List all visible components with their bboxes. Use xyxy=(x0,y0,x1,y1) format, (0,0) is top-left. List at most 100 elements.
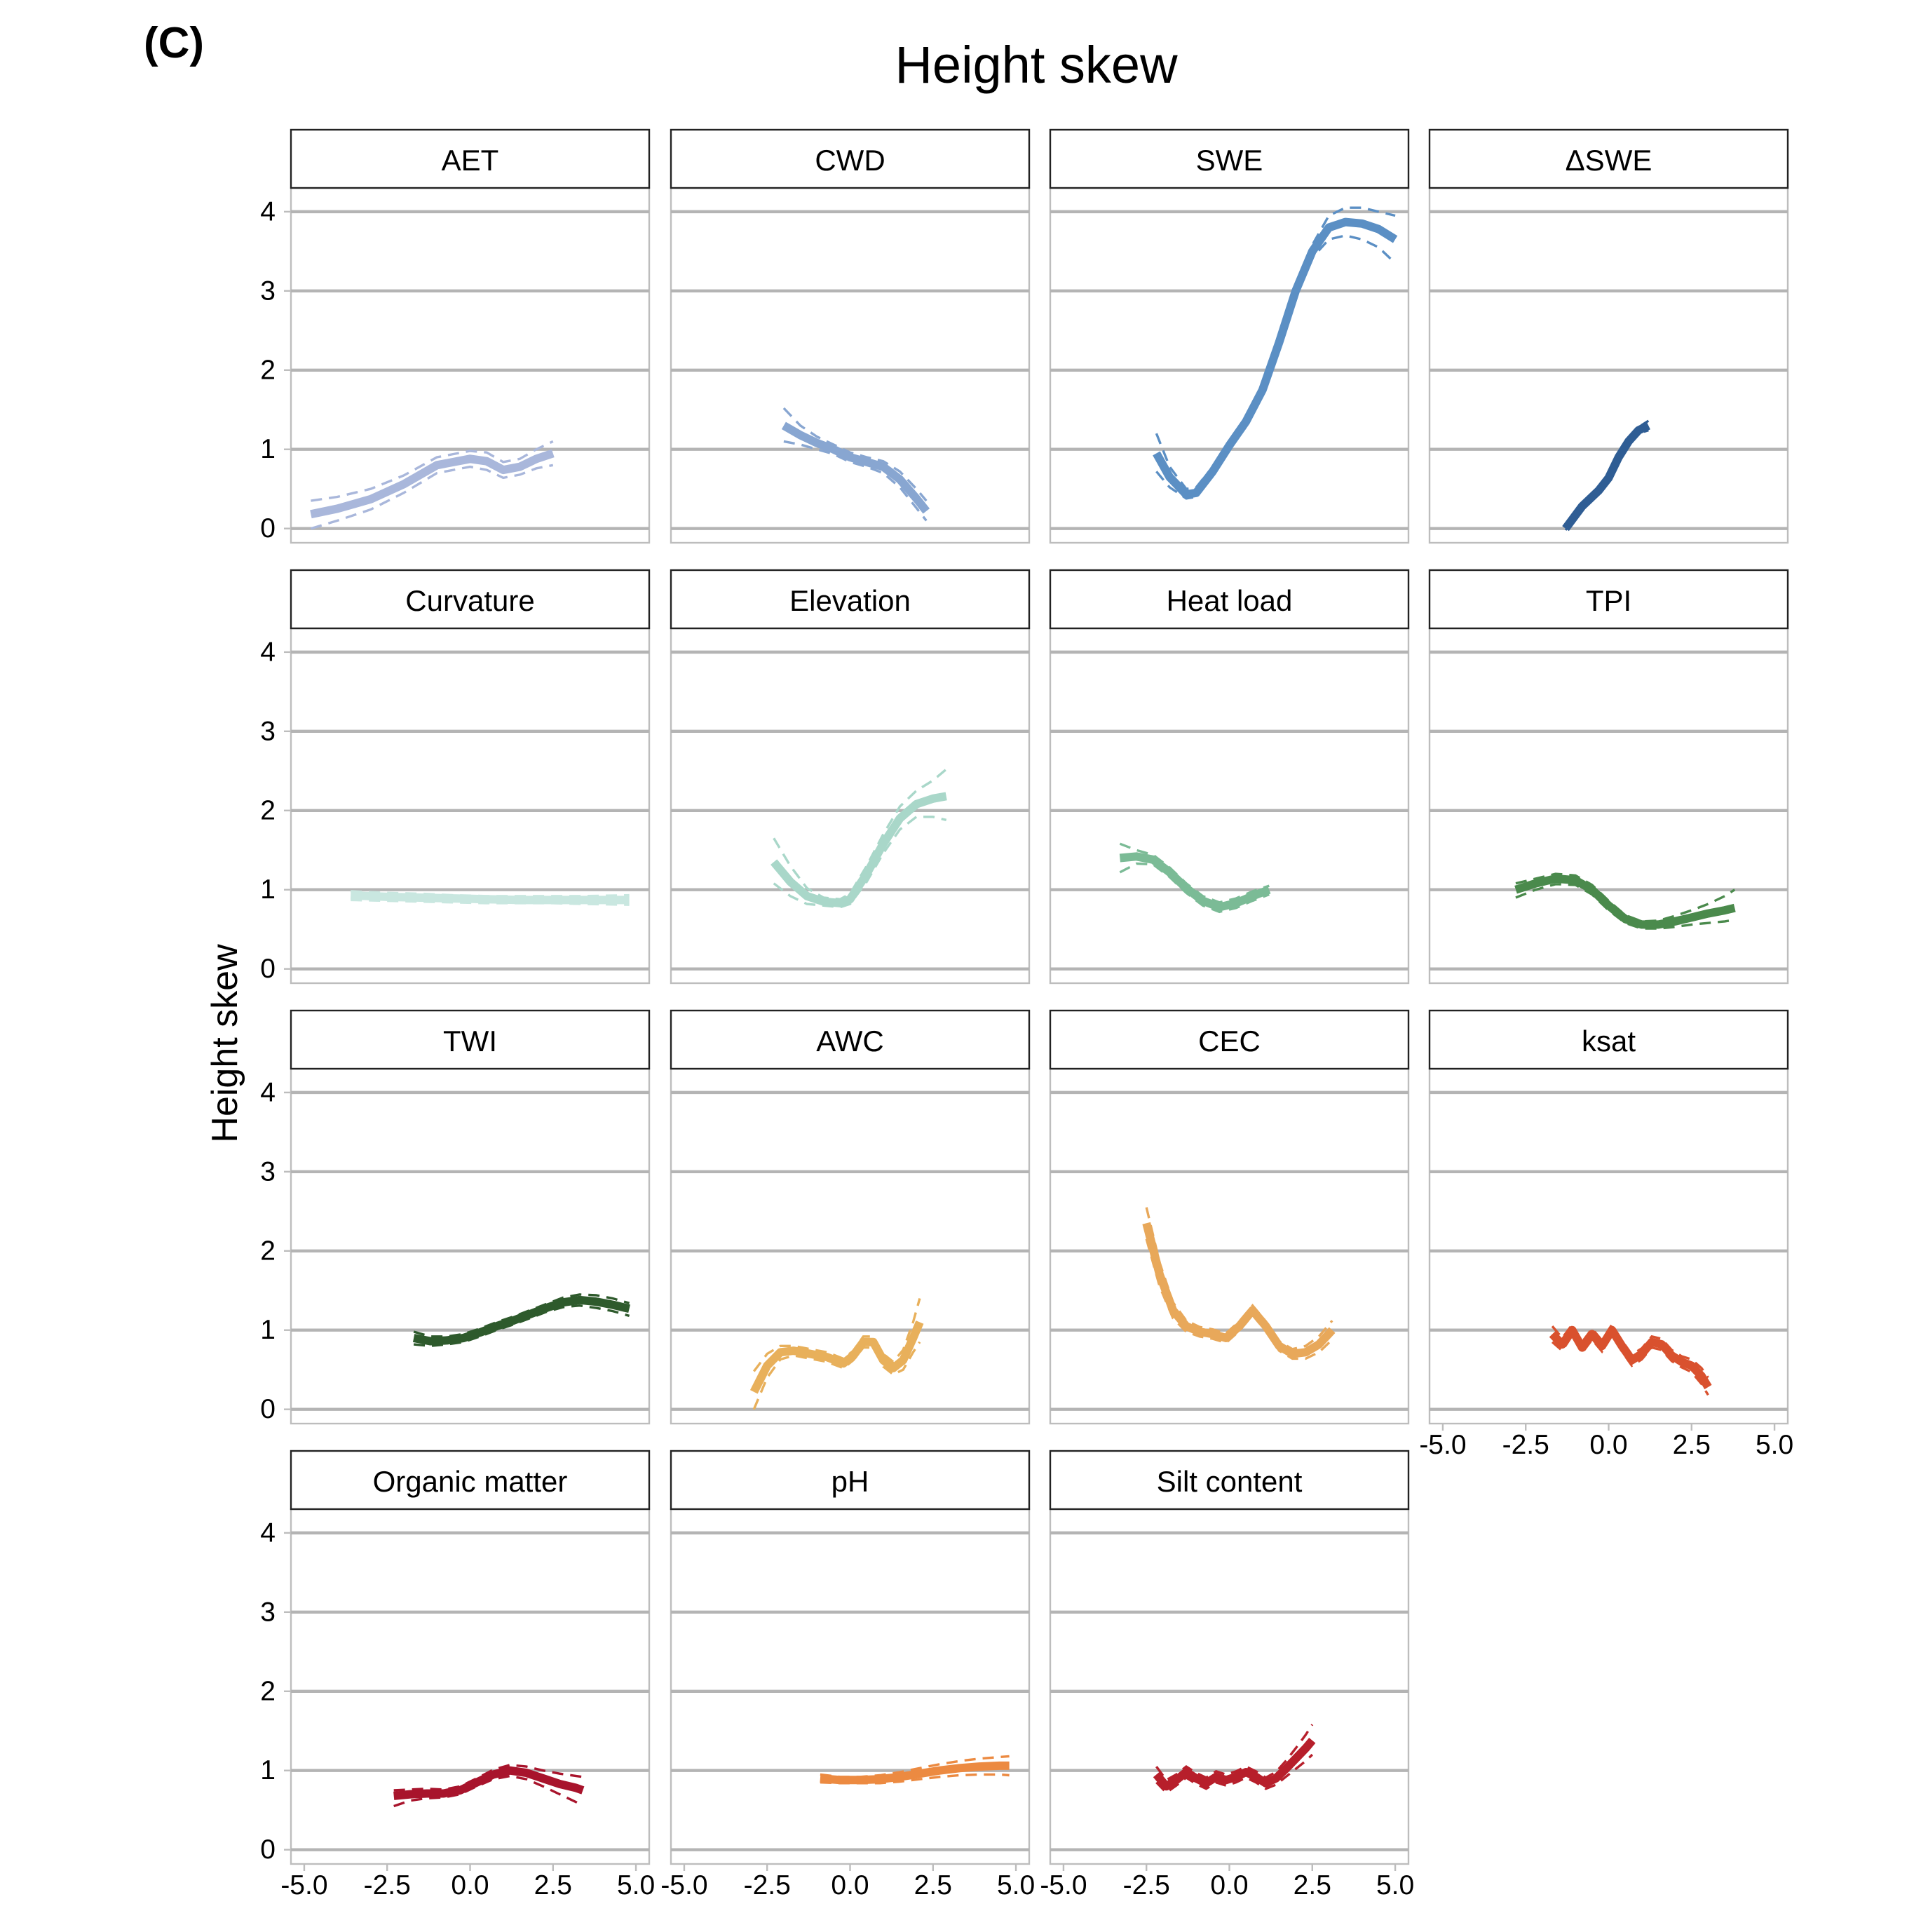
y-tick-label: 1 xyxy=(260,1315,276,1345)
strip-label: ΔSWE xyxy=(1566,144,1652,177)
fit-line-aet xyxy=(310,449,555,519)
y-tick-label: 0 xyxy=(260,513,276,543)
strip-label: Organic matter xyxy=(373,1465,568,1498)
panel-silt-content: Silt content -5.0 -2.5 0.0 2.5 5.0 xyxy=(1040,1450,1414,1900)
y-tick-label: 4 xyxy=(260,637,276,667)
panel-elevation: Elevation xyxy=(670,569,1031,985)
plot-area xyxy=(670,187,1031,544)
strip-header xyxy=(670,569,1031,630)
fit-line-swe xyxy=(1562,421,1650,532)
strip-label: Elevation xyxy=(789,584,911,617)
panel-heat-load: Heat load xyxy=(1049,569,1410,985)
strip-label: Curvature xyxy=(405,584,534,617)
y-tick-label: 2 xyxy=(260,795,276,825)
strip-label: AET xyxy=(442,144,499,177)
x-tick-label: -2.5 xyxy=(744,1870,791,1900)
ci-lower-line xyxy=(783,440,928,522)
y-tick-label: 1 xyxy=(260,874,276,905)
panel-aet: AET 0 1 2 3 4 xyxy=(260,128,651,544)
strip-header xyxy=(1428,1009,1789,1070)
strip-label: ksat xyxy=(1582,1025,1636,1058)
y-tick-label: 4 xyxy=(260,196,276,227)
x-tick-label: 0.0 xyxy=(451,1870,489,1900)
ci-upper-line xyxy=(782,407,928,502)
plot-area xyxy=(1049,627,1410,985)
strip-label: SWE xyxy=(1196,144,1263,177)
x-tick-label: 5.0 xyxy=(617,1870,655,1900)
strip-header xyxy=(1049,569,1410,630)
x-tick-label: 0.0 xyxy=(1210,1870,1248,1900)
fit-line-twi xyxy=(412,1295,630,1346)
y-tick-label: 3 xyxy=(260,276,276,306)
strip-header xyxy=(1049,128,1410,189)
plot-area xyxy=(1428,1067,1789,1425)
strip-label: TPI xyxy=(1586,584,1631,617)
plot-area xyxy=(290,1067,651,1425)
y-tick-label: 3 xyxy=(260,1156,276,1187)
strip-header xyxy=(290,128,651,189)
fit-line-heat-load xyxy=(1119,852,1271,912)
plot-area xyxy=(290,187,651,544)
strip-header xyxy=(290,1450,651,1511)
strip-label: CWD xyxy=(815,144,885,177)
fit-line-ksat xyxy=(1549,1325,1712,1390)
x-tick-label: 5.0 xyxy=(1376,1870,1414,1900)
y-tick-label: 1 xyxy=(260,1755,276,1785)
ci-lower-line xyxy=(820,1773,1010,1785)
y-tick-label: 3 xyxy=(260,1597,276,1627)
plot-area xyxy=(1049,1067,1410,1425)
panel-twi: TWI 0 1 2 3 4 xyxy=(260,1009,651,1425)
ci-upper-line xyxy=(773,768,947,901)
strip-header xyxy=(1049,1009,1410,1070)
ci-upper-line xyxy=(820,1755,1010,1778)
x-tick-label: 2.5 xyxy=(1294,1870,1331,1900)
ci-upper-line xyxy=(393,1764,583,1792)
fit-line-awc xyxy=(749,1320,924,1394)
plot-area xyxy=(290,627,651,985)
x-tick-label: 2.5 xyxy=(1673,1430,1711,1460)
x-tick-label: 0.0 xyxy=(1589,1430,1627,1460)
panel-ph: pH -5.0 -2.5 0.0 2.5 5.0 xyxy=(660,1450,1035,1900)
y-tick-label: 2 xyxy=(260,1236,276,1266)
plot-area xyxy=(670,627,1031,985)
plot-area xyxy=(290,1508,651,1865)
strip-header xyxy=(670,1009,1031,1070)
panel-awc: AWC xyxy=(670,1009,1031,1425)
strip-header xyxy=(1049,1450,1410,1511)
x-tick-label: -2.5 xyxy=(1123,1870,1170,1900)
ci-upper-line xyxy=(1119,842,1270,904)
fit-line-cec xyxy=(1142,1222,1336,1358)
y-axis-title: Height skew xyxy=(205,944,245,1143)
plot-area xyxy=(1049,1508,1410,1865)
fit-line-tpi xyxy=(1514,874,1736,929)
plot-area xyxy=(1428,187,1789,544)
strip-header xyxy=(290,1009,651,1070)
panel-swe: SWE xyxy=(1049,128,1410,544)
strip-label: CEC xyxy=(1198,1025,1261,1058)
y-tick-label: 2 xyxy=(260,355,276,385)
fit-line-silt-content xyxy=(1153,1737,1316,1791)
y-tick-label: 4 xyxy=(260,1077,276,1107)
fit-line-curvature xyxy=(350,891,630,905)
ci-upper-line xyxy=(1155,1724,1314,1782)
y-tick-label: 1 xyxy=(260,434,276,464)
x-tick-label: 2.5 xyxy=(914,1870,952,1900)
panel-ksat: ksat -5.0 -2.5 0.0 2.5 5.0 xyxy=(1419,1009,1793,1460)
panel-tpi: TPI xyxy=(1428,569,1789,985)
y-tick-label: 0 xyxy=(260,1835,276,1865)
x-tick-label: 2.5 xyxy=(534,1870,572,1900)
x-tick-label: 5.0 xyxy=(1756,1430,1793,1460)
strip-header xyxy=(670,128,1031,189)
strip-header xyxy=(1428,128,1789,189)
panel-grid: AET 0 1 2 3 4 CWD SWE ΔSWE Curvature 0 1 2 3 4 Elevatio… xyxy=(260,128,1793,1900)
plot-area xyxy=(1049,187,1410,544)
ci-lower-line xyxy=(393,1774,584,1808)
strip-header xyxy=(1428,569,1789,630)
fit-line-ph xyxy=(820,1761,1010,1785)
strip-label: TWI xyxy=(443,1025,497,1058)
panel-cwd: CWD xyxy=(670,128,1031,544)
panel-swe: ΔSWE xyxy=(1428,128,1789,544)
fit-line-cwd xyxy=(781,421,930,514)
